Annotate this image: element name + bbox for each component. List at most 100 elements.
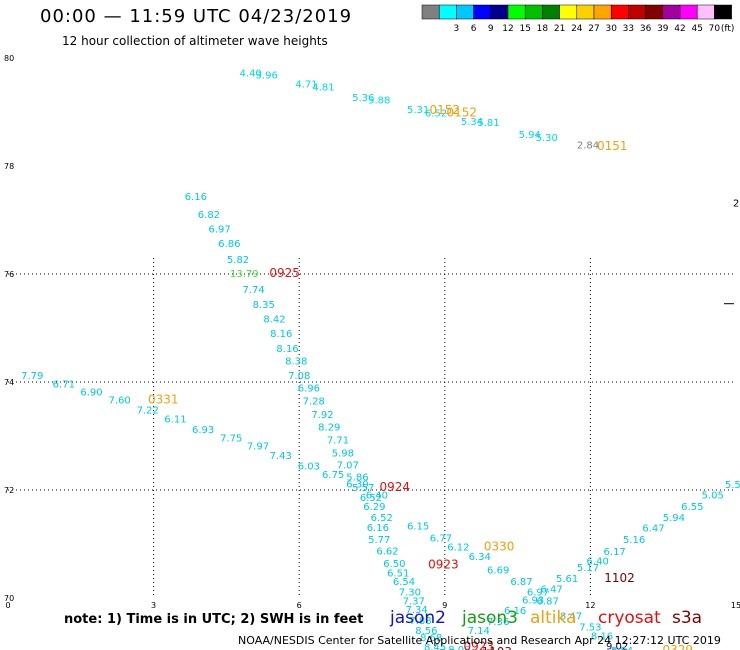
legend-label: 12 [502, 24, 513, 34]
legend-label: 45 [691, 24, 702, 34]
x-tick-label: 12 [585, 601, 595, 610]
x-tick-label: 6 [297, 601, 302, 610]
wave-height-point: 6.52 [371, 513, 393, 524]
wave-height-point: 7.7 [439, 648, 455, 650]
wave-height-point: 6.12 [447, 542, 469, 553]
satellite-label-jason2: jason2 [390, 608, 446, 628]
wave-height-point: 8.42 [263, 315, 285, 326]
wave-height-point: 7.07 [337, 460, 359, 471]
wave-height-point: 8.08 [448, 645, 470, 650]
wave-height-point: 13.79 [230, 269, 259, 280]
legend-label: 3 [454, 24, 460, 34]
wave-height-point: 6.96 [298, 384, 320, 395]
wave-height-point: 6.71 [53, 379, 75, 390]
wave-height-point: 7.14 [468, 626, 490, 637]
pass-time-label: 0152 [447, 105, 478, 119]
pass-time-label: 1103 [481, 645, 512, 650]
wave-height-point: 5.57 [352, 483, 374, 494]
wave-height-point: 5.98 [332, 449, 354, 460]
wave-height-point: 5.81 [477, 118, 499, 129]
legend-label: 27 [588, 24, 599, 34]
wave-height-point: 6.90 [80, 388, 102, 399]
satellite-label-s3a: s3a [672, 608, 703, 628]
wave-height-point: 6.54 [393, 577, 415, 588]
wave-height-point: 7.79 [21, 371, 43, 382]
wave-height-point: 6.03 [298, 461, 320, 472]
wave-height-point: 7.28 [303, 397, 325, 408]
wave-height-point: 5.17 [577, 563, 599, 574]
wave-height-point: 6.16 [367, 523, 389, 534]
wave-height-point: 6.40 [366, 491, 388, 502]
wave-height-point: 4.81 [312, 82, 334, 93]
wave-height-point: 6.30 [346, 479, 368, 490]
wave-height-point: 6.75 [322, 470, 344, 481]
x-tick-label: 0 [5, 601, 10, 610]
wave-height-point: 5.30 [536, 133, 558, 144]
y-tick-label: 74 [4, 378, 14, 387]
wave-height-point: 5.77 [368, 535, 390, 546]
wave-height-point: 6.16 [185, 192, 207, 203]
y-tick-label: 76 [4, 270, 14, 279]
legend-label: 18 [537, 24, 549, 34]
wave-height-point: 5.05 [702, 491, 724, 502]
y-tick-label: 80 [4, 54, 14, 63]
wave-height-point: 7.97 [247, 442, 269, 453]
legend-label: 33 [623, 24, 634, 34]
wave-height-point: 8.45 [424, 642, 446, 650]
pass-time-label: 0924 [380, 480, 411, 494]
wave-height-point: 6.51 [387, 568, 409, 579]
wave-height-point: 6.69 [487, 566, 509, 577]
pass-time-label: 0329 [662, 643, 693, 650]
wave-height-point: 5.94 [663, 513, 685, 524]
wave-height-point: 8.56 [415, 626, 437, 637]
satellite-label-jason3: jason3 [462, 608, 518, 628]
footer-credit: NOAA/NESDIS Center for Satellite Applica… [238, 634, 721, 647]
legend-label: 21 [554, 24, 565, 34]
wave-height-point: 8.35 [253, 300, 275, 311]
legend-label: 9 [488, 24, 494, 34]
wave-height-point: 7.43 [270, 451, 292, 462]
chart-title: 00:00 — 11:59 UTC 04/23/2019 [40, 6, 353, 27]
wave-height-point: 6.17 [604, 547, 626, 558]
wave-height-point: 6.52 [360, 493, 382, 504]
wave-height-point: 8.68 [420, 633, 442, 644]
wave-height-point: 6.82 [198, 210, 220, 221]
wave-height-point: 6.93 [522, 595, 544, 606]
wave-height-point: 6.87 [537, 596, 559, 607]
wave-height-point: 7.71 [327, 436, 349, 447]
pass-time-label: 0151 [597, 139, 628, 153]
wave-height-point: 5.31 [407, 105, 429, 116]
legend-label: 39 [657, 24, 669, 34]
wave-height-point: 5.82 [227, 255, 249, 266]
wave-height-point: 5.94 [519, 130, 541, 141]
color-legend: 3 6 9 12 15 18 21 24 27 30 33 36 39 42 45 70 (ft) [421, 4, 735, 34]
wave-height-point: 6.52 [425, 108, 447, 119]
wave-height-point: 6.47 [540, 585, 562, 596]
wave-height-point: 8.16 [270, 329, 292, 340]
wave-height-point: 6.15 [407, 521, 429, 532]
wave-height-point: 5.36 [352, 93, 374, 104]
wave-height-point: 7.88 [409, 616, 431, 627]
wave-height-point: 5.16 [623, 535, 645, 546]
legend-label: 36 [640, 24, 652, 34]
legend-label: 30 [605, 24, 617, 34]
wave-height-point: 5.61 [556, 574, 578, 585]
wave-height-point: 6.77 [430, 533, 452, 544]
edge-label: 2 [733, 199, 739, 210]
legend-unit: (ft) [721, 24, 735, 34]
legend-label: 6 [471, 24, 477, 34]
legend-label: 24 [571, 24, 583, 34]
legend-label: 15 [519, 24, 530, 34]
wave-height-point: 6.97 [527, 587, 549, 598]
wave-height-point: 4.40 [240, 68, 262, 79]
wave-height-point: 7.30 [399, 587, 421, 598]
wave-height-point: 8.16 [591, 632, 613, 643]
wave-height-point: 7.60 [108, 396, 130, 407]
pass-time-label: 0152 [430, 103, 461, 117]
pass-time-label: 0925 [269, 266, 300, 280]
pass-time-label: 0330 [484, 539, 515, 553]
wave-height-point: 6.11 [164, 415, 186, 426]
wave-height-point: 7.74 [242, 285, 264, 296]
wave-height-point: 6.16 [504, 606, 526, 617]
